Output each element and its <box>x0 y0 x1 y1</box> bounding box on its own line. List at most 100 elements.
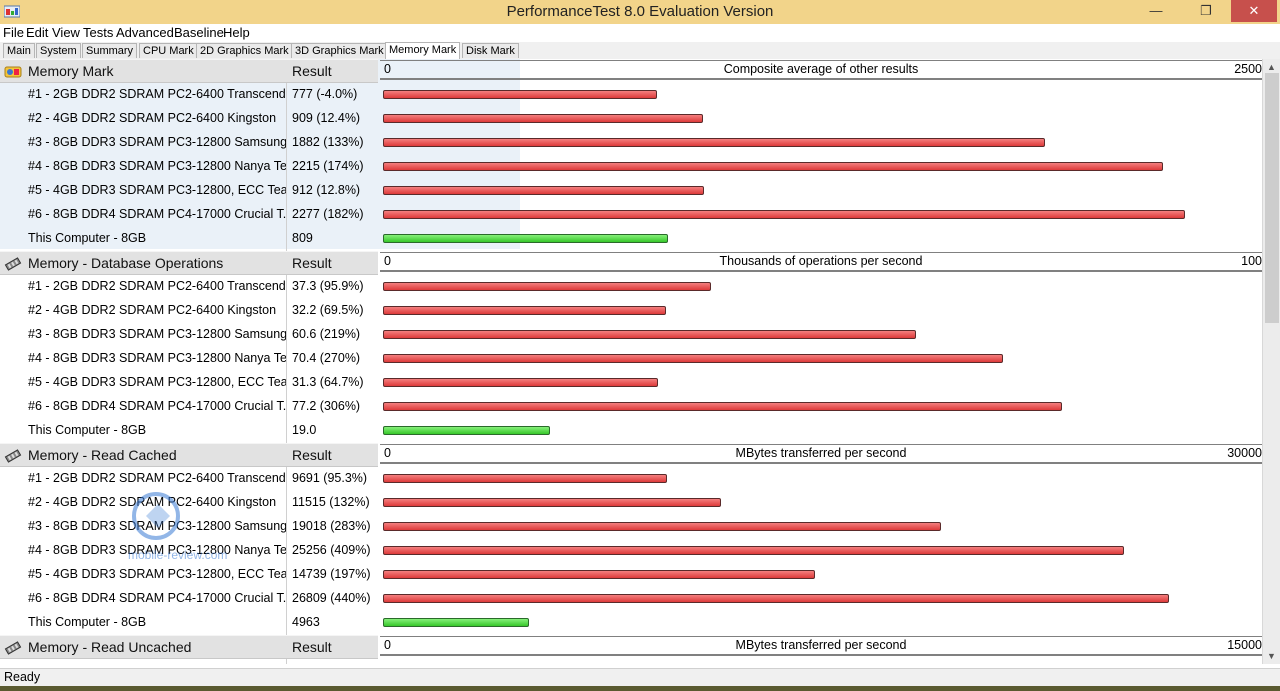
axis-title: Thousands of operations per second <box>719 254 923 268</box>
result-row-name[interactable]: #6 - 8GB DDR4 SDRAM PC4-17000 Crucial T.… <box>28 399 286 413</box>
menu-bar: File Edit View Tests Advanced Baseline H… <box>0 24 1280 42</box>
result-row-score: 2215 (174%) <box>292 159 364 173</box>
column-divider <box>286 59 287 664</box>
axis-title: Composite average of other results <box>723 62 919 76</box>
result-row-name[interactable]: #6 - 8GB DDR4 SDRAM PC4-17000 Crucial T.… <box>28 591 286 605</box>
result-row-name[interactable]: This Computer - 8GB <box>28 423 147 437</box>
section-header-memory-mark[interactable]: Memory Mark Result <box>0 59 378 83</box>
axis-max-label: 100 <box>1241 254 1262 268</box>
tab-3d-graphics-mark[interactable]: 3D Graphics Mark <box>291 43 388 58</box>
result-row-score: 912 (12.8%) <box>292 183 361 197</box>
this-computer-bar <box>383 234 668 243</box>
this-computer-bar <box>383 618 529 627</box>
comparison-bar <box>383 186 704 195</box>
section-title: Memory Mark <box>28 63 114 79</box>
section-header-memory-read-cached[interactable]: Memory - Read Cached Result <box>0 443 378 467</box>
result-row-name[interactable]: #3 - 8GB DDR3 SDRAM PC3-12800 Samsung <box>28 519 286 533</box>
result-row-name[interactable]: #3 - 8GB DDR3 SDRAM PC3-12800 Samsung <box>28 135 286 149</box>
status-text: Ready <box>4 670 41 684</box>
memory-stick-icon <box>4 449 22 463</box>
tab-disk-mark[interactable]: Disk Mark <box>462 43 519 58</box>
section-title: Memory - Read Uncached <box>28 639 192 655</box>
chart-axis: 0 Thousands of operations per second 100 <box>380 252 1262 272</box>
comparison-bar <box>383 546 1124 555</box>
comparison-bar <box>383 354 1003 363</box>
chart-axis: 0 MBytes transferred per second 30000 <box>380 444 1262 464</box>
result-row-score: 1882 (133%) <box>292 135 364 149</box>
minimize-button[interactable]: — <box>1149 3 1163 18</box>
result-row-score: 19018 (283%) <box>292 519 371 533</box>
chart-axis: 0 MBytes transferred per second 15000 <box>380 636 1262 656</box>
chart-axis: 0 Composite average of other results 2500 <box>380 60 1262 80</box>
result-row-name[interactable]: #4 - 8GB DDR3 SDRAM PC3-12800 Nanya Te..… <box>28 543 286 557</box>
scroll-up-icon[interactable]: ▲ <box>1267 62 1276 72</box>
result-row-name[interactable]: #2 - 4GB DDR2 SDRAM PC2-6400 Kingston <box>28 111 277 125</box>
close-button[interactable]: ✕ <box>1231 0 1277 22</box>
result-row-score: 31.3 (64.7%) <box>292 375 364 389</box>
menu-baseline[interactable]: Baseline <box>174 25 224 40</box>
section-header-memory-read-uncached[interactable]: Memory - Read Uncached Result <box>0 635 378 659</box>
tab-summary[interactable]: Summary <box>82 43 138 58</box>
watermark-text: mobile-review.com <box>128 548 228 562</box>
result-row-name[interactable]: #1 - 2GB DDR2 SDRAM PC2-6400 Transcend..… <box>28 471 286 485</box>
axis-title: MBytes transferred per second <box>735 446 907 460</box>
result-row-name[interactable]: This Computer - 8GB <box>28 615 147 629</box>
comparison-bar <box>383 594 1169 603</box>
comparison-bar <box>383 138 1045 147</box>
result-row-name[interactable]: #2 - 4GB DDR2 SDRAM PC2-6400 Kingston <box>28 303 277 317</box>
section-header-memory-database-operations[interactable]: Memory - Database Operations Result <box>0 251 378 275</box>
tab-main[interactable]: Main <box>3 43 35 58</box>
comparison-bar <box>383 114 703 123</box>
vertical-scrollbar[interactable]: ▲ ▼ <box>1262 59 1280 664</box>
result-row-name[interactable]: #5 - 4GB DDR3 SDRAM PC3-12800, ECC Tea..… <box>28 183 286 197</box>
result-row-score: 909 (12.4%) <box>292 111 361 125</box>
result-row-score: 777 (-4.0%) <box>292 87 358 101</box>
scroll-down-icon[interactable]: ▼ <box>1267 651 1276 661</box>
axis-zero-label: 0 <box>384 638 391 652</box>
comparison-bar <box>383 378 658 387</box>
tab-memory-mark[interactable]: Memory Mark <box>385 42 461 59</box>
tab-system[interactable]: System <box>36 43 81 58</box>
result-row-name[interactable]: #1 - 2GB DDR2 SDRAM PC2-6400 Transcend..… <box>28 279 286 293</box>
axis-max-label: 30000 <box>1227 446 1262 460</box>
this-computer-bar <box>383 426 550 435</box>
result-row-name[interactable]: #3 - 8GB DDR3 SDRAM PC3-12800 Samsung <box>28 327 286 341</box>
result-row-score: 809 <box>292 231 313 245</box>
menu-file[interactable]: File <box>3 25 24 40</box>
result-row-name[interactable]: This Computer - 8GB <box>28 231 147 245</box>
status-bar: Ready <box>0 668 1280 687</box>
result-row-score: 60.6 (219%) <box>292 327 361 341</box>
result-row-name[interactable]: #2 - 4GB DDR2 SDRAM PC2-6400 Kingston <box>28 495 277 509</box>
result-row-name[interactable]: #4 - 8GB DDR3 SDRAM PC3-12800 Nanya Te..… <box>28 159 286 173</box>
result-row-name[interactable]: #6 - 8GB DDR4 SDRAM PC4-17000 Crucial T.… <box>28 207 286 221</box>
axis-max-label: 15000 <box>1227 638 1262 652</box>
result-row-name[interactable]: #5 - 4GB DDR3 SDRAM PC3-12800, ECC Tea..… <box>28 567 286 581</box>
scroll-thumb[interactable] <box>1265 73 1279 323</box>
comparison-bar <box>383 402 1062 411</box>
axis-zero-label: 0 <box>384 446 391 460</box>
menu-advanced[interactable]: Advanced <box>116 25 174 40</box>
result-row-score: 77.2 (306%) <box>292 399 361 413</box>
comparison-bar <box>383 162 1163 171</box>
axis-zero-label: 0 <box>384 254 391 268</box>
menu-edit[interactable]: Edit <box>26 25 49 40</box>
result-row-name[interactable]: #1 - 2GB DDR2 SDRAM PC2-6400 Transcend..… <box>28 87 286 101</box>
axis-max-label: 2500 <box>1234 62 1262 76</box>
result-row-score: 25256 (409%) <box>292 543 371 557</box>
tab-cpu-mark[interactable]: CPU Mark <box>139 43 198 58</box>
result-row-name[interactable]: #4 - 8GB DDR3 SDRAM PC3-12800 Nanya Te..… <box>28 351 286 365</box>
comparison-bar <box>383 498 721 507</box>
result-row-score: 11515 (132%) <box>292 495 370 509</box>
comparison-bar <box>383 474 667 483</box>
result-row-name[interactable]: #5 - 4GB DDR3 SDRAM PC3-12800, ECC Tea..… <box>28 375 286 389</box>
menu-view[interactable]: View <box>52 25 80 40</box>
comparison-bar <box>383 522 941 531</box>
tab-2d-graphics-mark[interactable]: 2D Graphics Mark <box>196 43 293 58</box>
maximize-button[interactable]: ❐ <box>1200 3 1212 18</box>
result-row-score: 37.3 (95.9%) <box>292 279 364 293</box>
menu-help[interactable]: Help <box>223 25 250 40</box>
result-row-score: 2277 (182%) <box>292 207 364 221</box>
menu-tests[interactable]: Tests <box>83 25 114 40</box>
comparison-bar <box>383 90 657 99</box>
comparison-bar <box>383 210 1185 219</box>
